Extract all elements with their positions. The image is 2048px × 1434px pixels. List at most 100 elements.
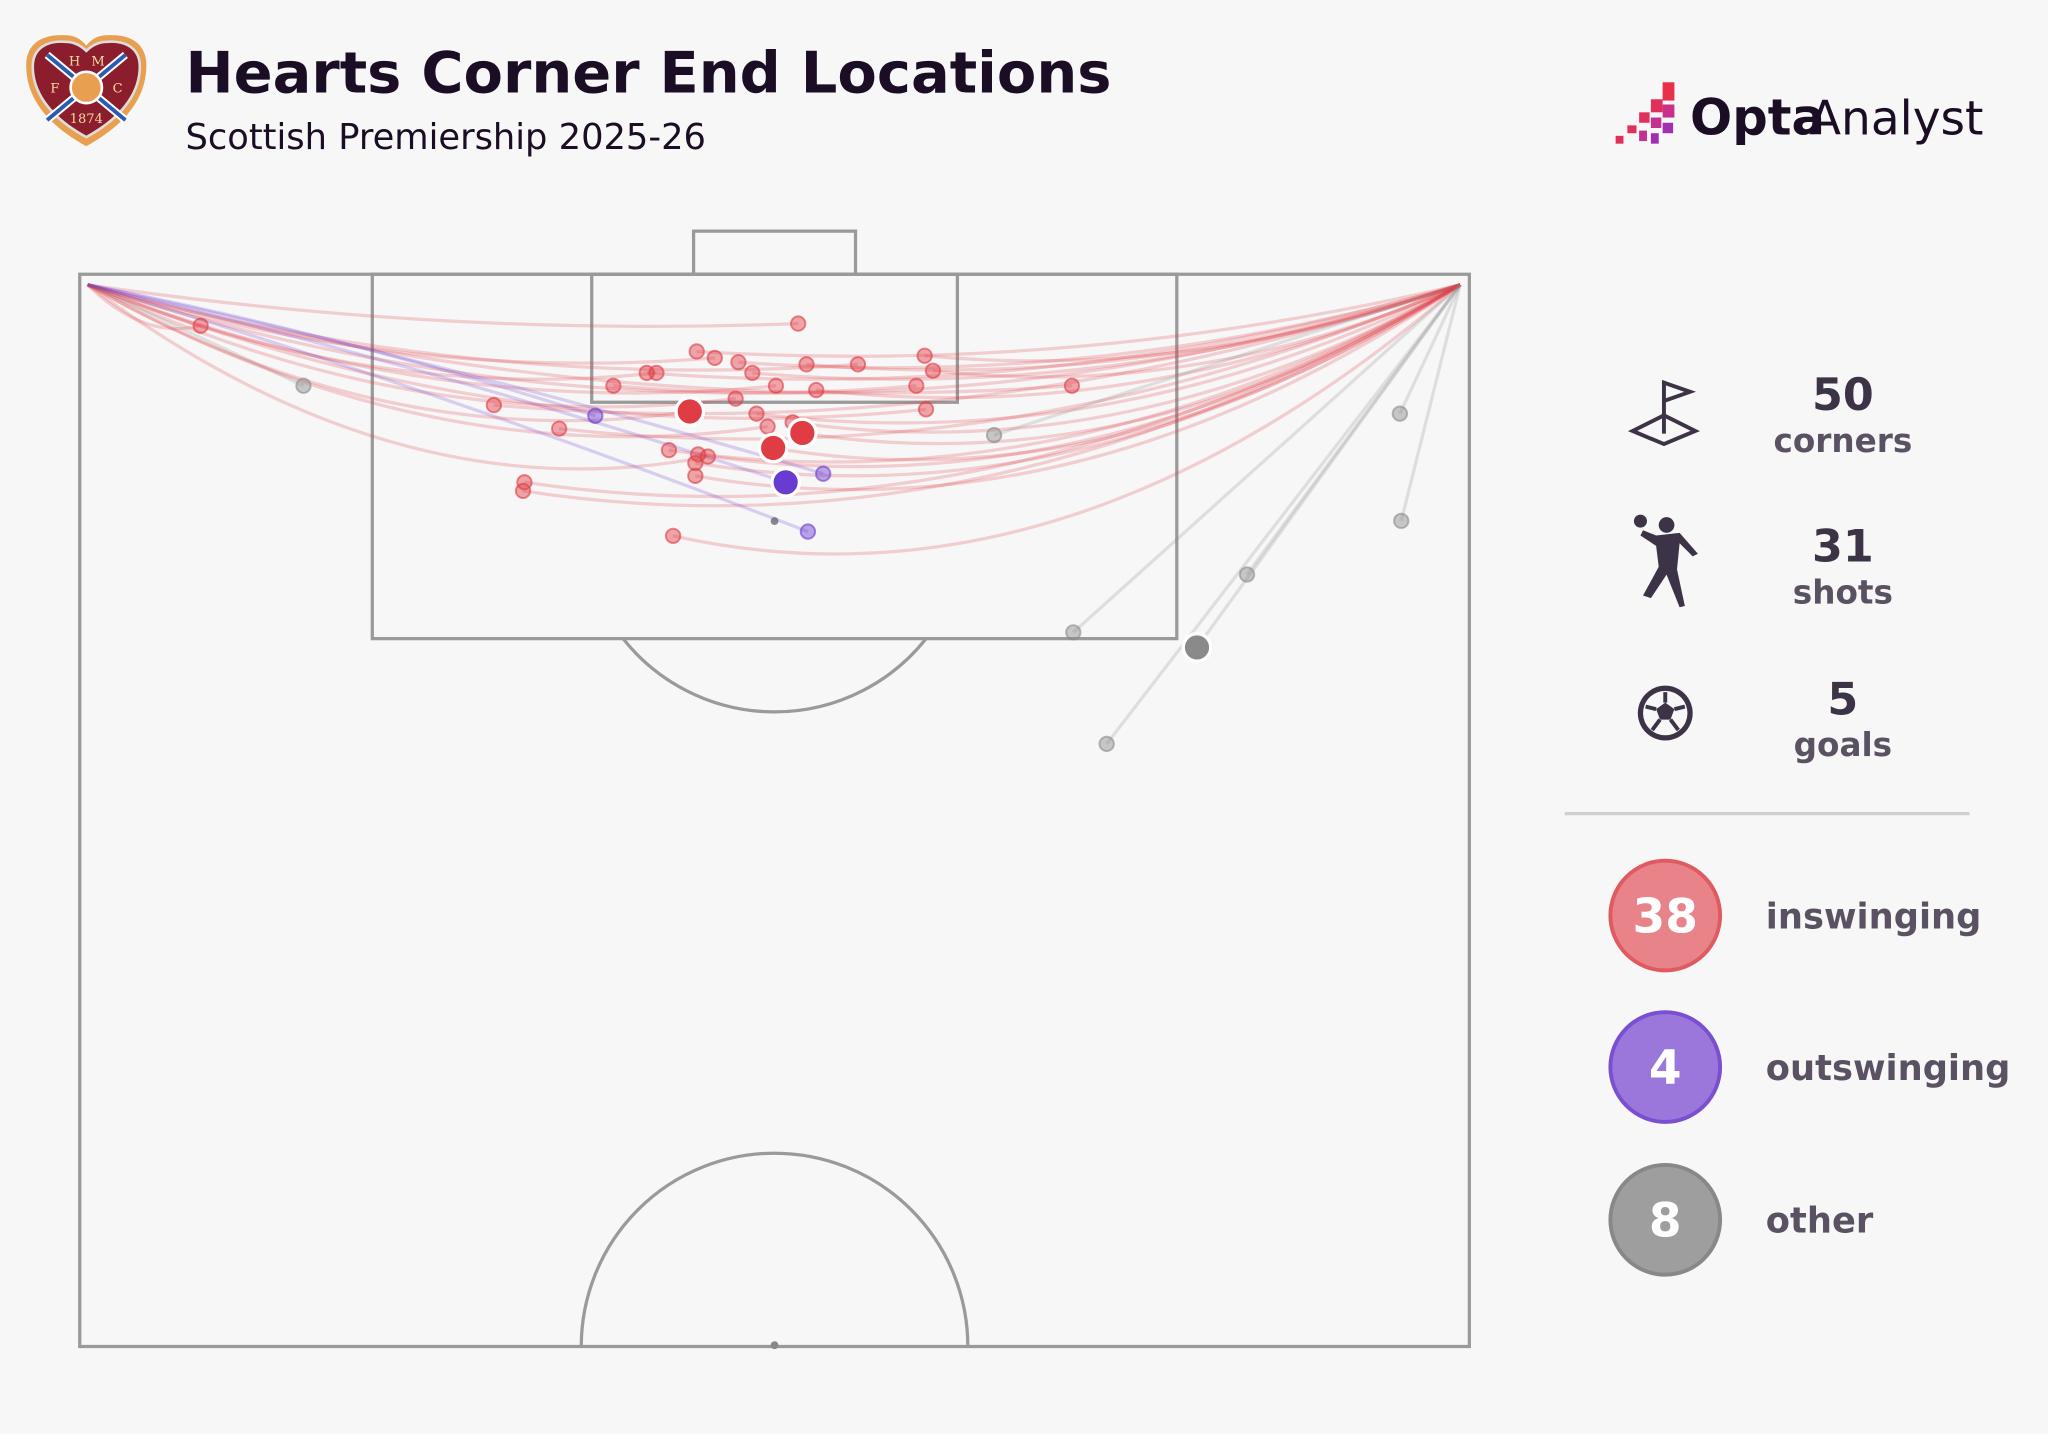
trajectory-inswinging: [806, 283, 1461, 372]
header-player-icon: [1633, 514, 1698, 608]
trajectory-outswinging: [87, 283, 809, 534]
stat-label: corners: [1773, 422, 1912, 460]
end-point-inswinging: [664, 527, 682, 545]
end-point-inswinging: [727, 390, 744, 407]
stat-value: 5: [1827, 674, 1858, 725]
goal-point-inswinging: [786, 417, 818, 449]
trajectory-other: [1398, 284, 1462, 415]
trajectory-other: [1072, 283, 1462, 634]
trajectory-other: [86, 283, 305, 388]
legend-count: 8: [1649, 1194, 1682, 1249]
trajectory-inswinging: [86, 283, 927, 420]
trajectory-inswinging: [86, 283, 657, 381]
trajectory-inswinging: [646, 283, 1461, 381]
end-point-other: [295, 377, 312, 394]
legend-swatch: [1608, 858, 1723, 973]
end-point-inswinging: [706, 349, 723, 367]
trajectory-inswinging: [756, 283, 1461, 425]
trajectory-inswinging: [86, 283, 777, 395]
end-point-inswinging: [744, 364, 761, 382]
penalty-arc: [621, 637, 928, 714]
trajectory-inswinging: [86, 283, 691, 423]
end-point-inswinging: [808, 381, 825, 399]
corner-trajectories: [86, 283, 1462, 745]
end-point-inswinging: [192, 317, 209, 334]
trajectory-inswinging: [772, 283, 1462, 462]
end-point-inswinging: [648, 364, 665, 382]
legend-swatch: [1608, 1010, 1723, 1124]
trajectory-inswinging: [695, 283, 1462, 492]
end-point-inswinging: [908, 377, 925, 394]
end-point-inswinging: [759, 418, 776, 435]
trajectory-other: [1105, 283, 1462, 745]
hearts-crest-logo: H M F C 1874: [26, 35, 147, 147]
end-point-inswinging: [551, 420, 568, 437]
end-point-inswinging: [917, 401, 935, 418]
legend-swatch: [1608, 1163, 1723, 1277]
end-point-inswinging: [687, 467, 704, 485]
trajectory-inswinging: [752, 283, 1461, 381]
trajectory-outswinging: [87, 283, 824, 476]
goal-point-outswinging: [770, 466, 802, 498]
end-point-outswinging: [815, 465, 832, 482]
trajectory-inswinging: [524, 283, 1462, 499]
goal: [691, 229, 858, 276]
trajectory-other: [1195, 283, 1462, 649]
stat-label: shots: [1793, 573, 1893, 611]
brand-bold: Opta: [1690, 89, 1825, 147]
end-point-outswinging: [799, 523, 817, 540]
end-point-inswinging: [660, 441, 678, 459]
legend-label: other: [1766, 1201, 1874, 1242]
trajectory-other: [993, 283, 1461, 437]
trajectory-inswinging: [697, 283, 1462, 469]
trajectory-outswinging: [87, 283, 596, 418]
legend-count: 4: [1649, 1041, 1682, 1096]
goal-point-other: [1181, 632, 1213, 663]
trajectory-inswinging: [668, 283, 1462, 464]
end-point-other: [1391, 405, 1409, 422]
trajectory-inswinging: [87, 283, 799, 329]
stat-label: goals: [1794, 726, 1892, 764]
trajectory-inswinging: [792, 283, 1462, 434]
trajectory-outswinging: [87, 283, 787, 484]
trajectory-inswinging: [558, 283, 1461, 441]
football-icon: [1637, 685, 1693, 741]
crest-lettering: H M F C 1874: [50, 54, 122, 126]
end-point-inswinging: [730, 354, 747, 371]
pitch: [78, 229, 1471, 1350]
trajectory-inswinging: [816, 283, 1461, 400]
legend-count: 38: [1633, 889, 1698, 944]
end-point-inswinging: [849, 356, 867, 373]
trajectory-inswinging: [695, 283, 1462, 478]
trajectory-inswinging: [86, 283, 768, 439]
legend-label: inswinging: [1766, 896, 1982, 937]
opta-analyst-logo: Opta Analyst: [1615, 82, 1984, 147]
legend-other: 8 other: [1608, 1163, 1874, 1277]
goal-point-inswinging: [674, 396, 706, 427]
end-point-inswinging: [790, 315, 807, 332]
trajectory-inswinging: [86, 283, 709, 471]
end-point-inswinging: [767, 377, 785, 394]
end-point-inswinging: [798, 356, 815, 373]
end-point-inswinging: [1063, 377, 1081, 394]
end-point-other: [1065, 624, 1082, 641]
trajectory-inswinging: [87, 283, 917, 395]
end-point-other: [1393, 512, 1410, 530]
end-point-other: [1238, 566, 1256, 583]
trajectory-inswinging: [672, 283, 1462, 556]
stat-shots: 31 shots: [1633, 514, 1893, 611]
trajectory-inswinging: [802, 283, 1462, 446]
end-point-inswinging: [687, 454, 704, 472]
trajectory-inswinging: [87, 283, 859, 372]
end-point-inswinging: [605, 377, 622, 394]
stat-value: 50: [1812, 370, 1874, 421]
brand-light: Analyst: [1809, 92, 1984, 147]
trajectory-inswinging: [87, 283, 1073, 395]
trajectory-inswinging: [522, 283, 1462, 508]
trajectory-other: [1399, 284, 1462, 522]
end-point-inswinging: [514, 482, 532, 500]
end-point-other: [985, 426, 1003, 444]
trajectory-inswinging: [924, 283, 1461, 363]
stat-goals: 5 goals: [1637, 674, 1892, 764]
legend-outswinging: 4 outswinging: [1608, 1010, 2010, 1124]
